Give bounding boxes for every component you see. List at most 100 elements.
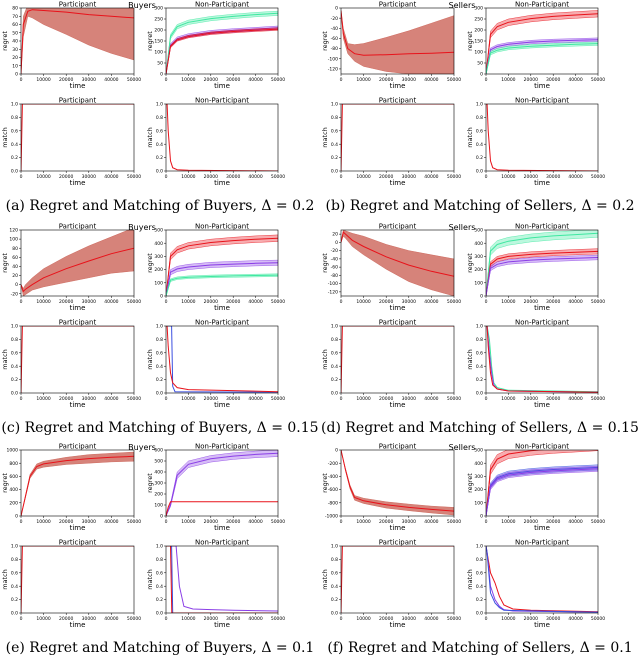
caption-a: (a) Regret and Matching of Buyers, Δ = 0…: [0, 198, 320, 214]
series-group: [166, 10, 278, 74]
group-label-c: Buyers: [128, 223, 156, 232]
xtick-label: 0: [340, 77, 343, 83]
caption-c-delta: Δ = 0.15: [256, 420, 319, 436]
ytick-label: 50: [477, 61, 483, 67]
xtick-label: 0: [20, 77, 23, 83]
line-participant: [341, 546, 454, 613]
xtick-label: 40000: [248, 519, 262, 525]
chart-title: Participant: [379, 319, 417, 327]
ytick-label: 40: [12, 264, 18, 270]
ytick-label: 400: [474, 461, 483, 467]
ytick-label: 200: [474, 28, 483, 34]
band-purple: [166, 450, 278, 516]
xtick-label: 0: [20, 616, 23, 622]
ytick-label: 20: [332, 232, 338, 238]
xtick-label: 40000: [424, 174, 438, 180]
xtick-label: 0: [485, 174, 488, 180]
yaxis-label: match: [1, 569, 9, 590]
ytick-label: 500: [154, 459, 163, 465]
xtick-label: 20000: [59, 616, 73, 622]
line-green: [486, 326, 598, 393]
xtick-label: 30000: [546, 174, 560, 180]
xtick-label: 20000: [379, 396, 393, 402]
xtick-label: 0: [485, 396, 488, 402]
ytick-label: 300: [474, 474, 483, 480]
chart-title: Participant: [59, 443, 97, 451]
yaxis-label: regret: [1, 253, 9, 273]
ytick-label: 100: [474, 50, 483, 56]
xtick-label: 10000: [356, 396, 370, 402]
ytick-label: 0.8: [156, 337, 163, 343]
xtick-label: 50000: [447, 396, 461, 402]
xaxis-label: time: [214, 304, 230, 312]
ytick-label: 300: [154, 6, 163, 12]
xtick-label: 0: [340, 396, 343, 402]
series-group: [166, 326, 278, 393]
xtick-label: 40000: [104, 174, 118, 180]
group-label-f: Sellers: [449, 443, 476, 452]
series-group: [21, 546, 134, 613]
ytick-label: 400: [154, 241, 163, 247]
xaxis-label: time: [214, 179, 230, 187]
xtick-label: 30000: [82, 519, 96, 525]
ytick-label: 100: [154, 280, 163, 286]
series-group: [21, 230, 134, 296]
xtick-label: 50000: [127, 396, 141, 402]
line-blue: [486, 466, 598, 516]
yaxis-label: regret: [1, 473, 9, 493]
xtick-label: 0: [485, 616, 488, 622]
xtick-label: 10000: [181, 174, 195, 180]
chart-title: Non-Participant: [195, 319, 249, 327]
caption-c-label: (c) Regret and Matching of Buyers,: [1, 420, 253, 436]
xtick-label: 20000: [59, 519, 73, 525]
xtick-label: 20000: [204, 299, 218, 305]
ytick-label: 0.2: [156, 155, 163, 161]
ytick-label: 0.0: [331, 391, 338, 397]
ytick-label: 1.0: [11, 102, 18, 108]
xaxis-label: time: [70, 524, 86, 532]
yaxis-label: match: [321, 349, 329, 370]
line-participant: [21, 326, 134, 393]
xtick-label: 10000: [181, 616, 195, 622]
ytick-label: 0: [160, 514, 163, 520]
ytick-label: -80: [331, 46, 338, 52]
band-purple: [166, 25, 278, 74]
ytick-label: 50: [12, 30, 18, 36]
chart-e-br: Non-Participant 0.0 0.2 0.4 0.6 0.8 1.0 0 10000 2…: [146, 539, 285, 630]
ytick-label: 0: [15, 72, 18, 78]
axes-frame: [165, 545, 279, 614]
ytick-label: 0: [160, 294, 163, 300]
xaxis-label: time: [214, 524, 230, 532]
ytick-label: 0.4: [331, 142, 338, 148]
ytick-label: -80: [331, 273, 338, 279]
ytick-label: 100: [474, 500, 483, 506]
yaxis-label: match: [146, 349, 154, 370]
yaxis-label: regret: [146, 31, 154, 51]
yaxis-label: regret: [321, 473, 329, 493]
ytick-label: 0: [480, 294, 483, 300]
line-blue: [486, 546, 598, 613]
xtick-label: 20000: [379, 616, 393, 622]
yaxis-label: regret: [466, 253, 474, 273]
xtick-label: 50000: [447, 77, 461, 83]
xtick-label: 50000: [127, 174, 141, 180]
line-red: [166, 104, 278, 171]
series-group: [166, 104, 278, 171]
xtick-label: 50000: [591, 299, 605, 305]
xtick-label: 50000: [271, 396, 285, 402]
line-purple: [486, 326, 598, 393]
xtick-label: 20000: [379, 299, 393, 305]
ytick-label: 0.2: [11, 597, 18, 603]
yaxis-label: regret: [466, 473, 474, 493]
xtick-label: 20000: [524, 396, 538, 402]
xtick-label: 0: [340, 174, 343, 180]
ytick-label: 0.8: [476, 337, 483, 343]
ytick-label: 80: [12, 246, 18, 252]
xtick-label: 20000: [204, 519, 218, 525]
ytick-label: 1.0: [11, 544, 18, 550]
yaxis-label: match: [321, 127, 329, 148]
series-group: [341, 104, 454, 171]
axes-frame: [485, 229, 599, 297]
